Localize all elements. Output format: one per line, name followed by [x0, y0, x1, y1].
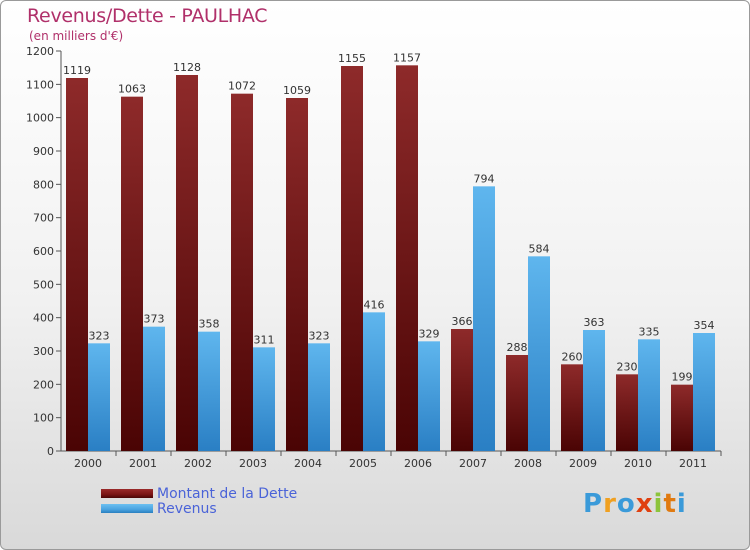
debt-bar	[341, 66, 363, 451]
x-tick-label: 2000	[74, 457, 102, 470]
data-label: 1157	[393, 51, 421, 64]
y-tick-label: 400	[33, 312, 54, 325]
y-tick-label: 100	[33, 412, 54, 425]
y-tick-label: 500	[33, 278, 54, 291]
data-label: 335	[639, 325, 660, 338]
data-label: 1072	[228, 80, 256, 93]
x-tick-label: 2008	[514, 457, 542, 470]
revenue-bar	[418, 341, 440, 451]
y-tick-label: 1100	[26, 78, 54, 91]
legend-swatch-revenue	[101, 504, 153, 513]
x-tick-label: 2002	[184, 457, 212, 470]
chart-title: Revenus/Dette - PAULHAC	[27, 5, 268, 27]
logo-letter: i	[676, 489, 687, 519]
x-tick-label: 2010	[624, 457, 652, 470]
y-tick-label: 1200	[26, 45, 54, 58]
y-tick-label: 700	[33, 212, 54, 225]
logo-letter: P	[583, 489, 604, 519]
data-label: 1059	[283, 84, 311, 97]
data-label: 323	[89, 329, 110, 342]
data-label: 358	[199, 318, 220, 331]
debt-bar	[176, 75, 198, 451]
chart-subtitle: (en milliers d'€)	[29, 29, 124, 43]
data-label: 373	[144, 313, 165, 326]
revenue-bar	[88, 343, 110, 451]
y-tick-label: 300	[33, 345, 54, 358]
data-label: 288	[507, 341, 528, 354]
debt-bar	[396, 65, 418, 451]
data-label: 354	[694, 319, 715, 332]
data-label: 311	[254, 333, 275, 346]
revenue-bar	[253, 347, 275, 451]
debt-bar	[121, 96, 143, 452]
revenue-bar	[473, 186, 495, 452]
y-tick-label: 600	[33, 245, 54, 258]
x-tick-label: 2005	[349, 457, 377, 470]
logo-letter: r	[603, 489, 617, 519]
debt-bar	[451, 329, 473, 451]
data-label: 1155	[338, 52, 366, 65]
x-tick-label: 2001	[129, 457, 157, 470]
legend-label-debt: Montant de la Dette	[157, 486, 298, 502]
revenue-bar	[693, 333, 715, 451]
y-tick-label: 800	[33, 178, 54, 191]
data-label: 366	[452, 315, 473, 328]
revenue-bar	[198, 331, 220, 451]
debt-bar	[561, 364, 583, 451]
debt-bar	[506, 355, 528, 451]
legend-swatch-debt	[101, 489, 153, 498]
data-label: 323	[309, 329, 330, 342]
data-label: 416	[364, 298, 385, 311]
x-tick-label: 2006	[404, 457, 432, 470]
y-tick-label: 200	[33, 378, 54, 391]
y-tick-label: 900	[33, 145, 54, 158]
debt-bar	[286, 98, 308, 451]
debt-bar	[616, 374, 638, 451]
revenue-bar	[638, 339, 660, 451]
revenue-bar	[363, 312, 385, 451]
y-tick-label: 1000	[26, 112, 54, 125]
revenue-bar	[583, 330, 605, 451]
data-label: 230	[617, 360, 638, 373]
debt-bar	[66, 78, 88, 451]
logo-letter: t	[663, 489, 677, 519]
logo-letter: x	[635, 489, 654, 519]
x-tick-label: 2007	[459, 457, 487, 470]
data-label: 363	[584, 316, 605, 329]
x-tick-label: 2003	[239, 457, 267, 470]
data-label: 1063	[118, 83, 146, 96]
revenue-bar	[143, 326, 165, 451]
revenue-bar	[308, 343, 330, 451]
data-label: 794	[474, 172, 495, 185]
proxiti-logo: Proxiti	[583, 489, 687, 519]
data-label: 1128	[173, 61, 201, 74]
debt-bar	[671, 384, 693, 451]
data-label: 329	[419, 327, 440, 340]
data-label: 1119	[63, 64, 91, 77]
legend-label-revenue: Revenus	[157, 501, 217, 517]
x-tick-label: 2004	[294, 457, 322, 470]
y-tick-label: 0	[47, 445, 54, 458]
data-label: 199	[672, 371, 693, 384]
debt-bar	[231, 93, 253, 452]
data-label: 260	[562, 350, 583, 363]
x-tick-label: 2011	[679, 457, 707, 470]
data-label: 584	[529, 242, 550, 255]
x-tick-label: 2009	[569, 457, 597, 470]
logo-letter: i	[653, 489, 664, 519]
logo-letter: o	[616, 489, 636, 519]
revenue-bar	[528, 256, 550, 451]
